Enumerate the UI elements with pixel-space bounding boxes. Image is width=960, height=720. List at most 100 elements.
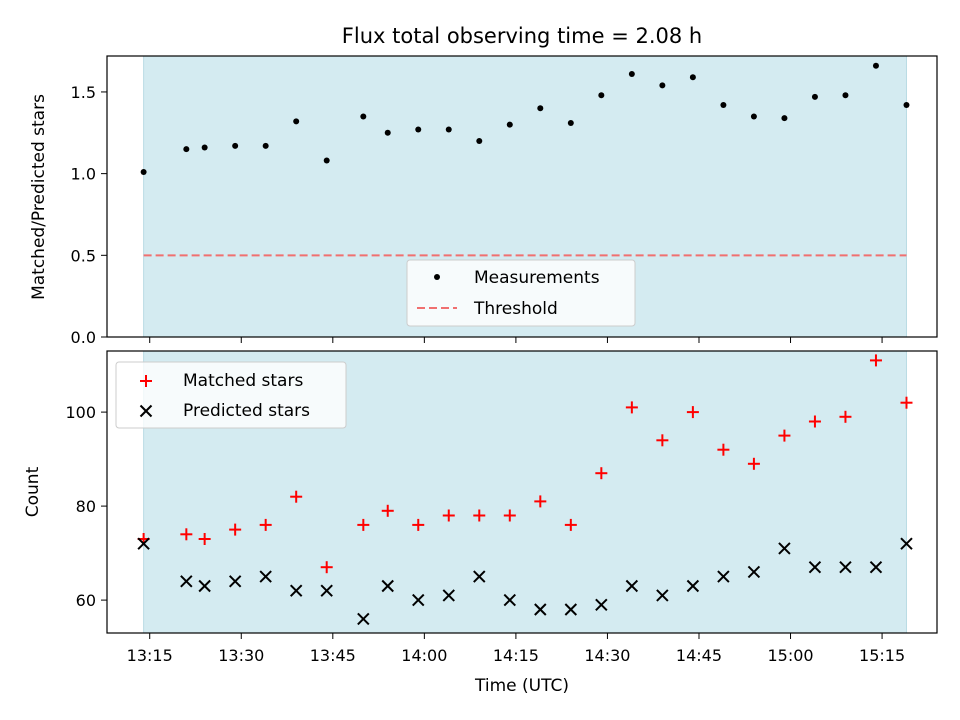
matched-star-point xyxy=(595,467,608,480)
cross-b xyxy=(381,579,394,593)
top-plot-frame xyxy=(106,55,938,338)
measurement-point xyxy=(567,119,574,126)
matched-star-point xyxy=(503,509,516,522)
predicted-star-point xyxy=(778,542,791,555)
bottom-y-axis-label: Count xyxy=(23,466,43,517)
predicted-star-point xyxy=(137,537,150,550)
legend-measurements-label: Measurements xyxy=(474,268,600,288)
matched-star-point xyxy=(656,434,669,447)
cross-b xyxy=(357,612,370,626)
x-tick-label: 13:15 xyxy=(127,646,173,665)
measurement-point xyxy=(183,146,190,153)
measurement-point xyxy=(903,102,910,109)
measurement-point xyxy=(659,82,666,89)
cross-b xyxy=(412,593,425,607)
measurement-point xyxy=(262,142,269,149)
predicted-star-point xyxy=(412,593,425,607)
matched-star-point xyxy=(625,401,638,414)
matched-star-point xyxy=(747,457,760,470)
cross-b xyxy=(289,584,303,597)
legend-measurements-marker xyxy=(434,274,440,280)
matched-star-point xyxy=(808,415,821,428)
predicted-star-point xyxy=(717,570,730,583)
cross-b xyxy=(139,404,153,418)
matched-star-point xyxy=(473,509,486,522)
measurement-point xyxy=(781,115,788,122)
matched-star-point xyxy=(180,528,193,541)
cross-b xyxy=(473,570,486,583)
top-y-tick-label: 0.5 xyxy=(71,246,96,265)
matched-star-point xyxy=(717,443,730,456)
matched-star-point xyxy=(686,406,699,419)
matched-star-point xyxy=(381,504,394,517)
x-tick-label: 13:45 xyxy=(310,646,356,665)
top-legend-box xyxy=(406,259,636,327)
matched-star-point xyxy=(442,509,455,522)
measurement-point xyxy=(750,113,757,120)
bottom-plot-frame xyxy=(106,350,938,634)
cross-b xyxy=(717,570,730,583)
bottom-y-tick-label: 80 xyxy=(76,497,96,516)
matched-star-point xyxy=(412,518,425,531)
predicted-star-point xyxy=(839,560,852,574)
legend-matched-label: Matched stars xyxy=(183,371,303,391)
predicted-star-point xyxy=(534,603,547,616)
measurement-point xyxy=(720,102,727,109)
cross-b xyxy=(839,560,852,574)
cross-b xyxy=(747,565,761,579)
cross-b xyxy=(259,570,272,583)
measurement-point xyxy=(476,137,483,144)
measurement-point xyxy=(628,70,635,77)
measurement-point xyxy=(872,62,879,69)
matched-star-point xyxy=(534,495,547,508)
predicted-star-point xyxy=(686,579,700,593)
measurement-point xyxy=(323,157,330,164)
bottom-panel: 60 80 100 13:15 13:30 13:45 14:00 14:15 14:30 14:… xyxy=(65,350,938,665)
predicted-star-point xyxy=(473,570,486,583)
bottom-legend-box xyxy=(115,361,347,429)
predicted-star-point xyxy=(289,584,303,597)
top-y-tick-label: 1.0 xyxy=(71,165,96,184)
measurement-point xyxy=(537,105,544,112)
matched-star-point xyxy=(869,354,882,367)
cross-b xyxy=(869,560,883,574)
cross-b xyxy=(564,603,578,616)
top-y-tick-label: 1.5 xyxy=(71,83,96,102)
measurement-point xyxy=(445,126,452,133)
x-tick-label: 15:00 xyxy=(767,646,813,665)
predicted-star-point xyxy=(198,579,211,593)
predicted-star-point xyxy=(357,612,370,626)
cross-b xyxy=(808,560,822,574)
matched-star-point xyxy=(900,396,913,409)
matched-star-point xyxy=(564,518,577,531)
predicted-star-point xyxy=(259,570,272,583)
top-y-tick-label: 0.0 xyxy=(71,328,96,347)
predicted-star-point xyxy=(180,575,193,588)
matched-star-point xyxy=(290,490,303,503)
bottom-legend: Matched stars Predicted stars xyxy=(115,361,347,429)
x-axis-label: Time (UTC) xyxy=(474,676,569,696)
cross-b xyxy=(595,598,608,612)
predicted-star-point xyxy=(442,589,455,602)
cross-b xyxy=(503,593,517,607)
matched-star-point xyxy=(229,523,242,536)
legend-predicted-marker xyxy=(139,404,153,418)
legend-threshold-label: Threshold xyxy=(473,299,558,319)
cross-b xyxy=(320,584,333,597)
x-tick-label: 14:45 xyxy=(676,646,722,665)
predicted-star-point xyxy=(747,565,761,579)
x-tick-label: 14:30 xyxy=(584,646,630,665)
top-panel: 0.0 0.5 1.0 1.5 Measurements Threshold xyxy=(71,55,938,347)
predicted-star-point xyxy=(595,598,608,612)
cross-b xyxy=(656,589,669,602)
legend-predicted-label: Predicted stars xyxy=(183,401,310,421)
cross-b xyxy=(778,542,791,555)
predicted-star-point xyxy=(869,560,883,574)
legend-matched-marker xyxy=(140,375,152,387)
measurement-point xyxy=(384,129,391,136)
cross-b xyxy=(442,589,455,602)
predicted-star-point xyxy=(228,575,242,588)
measurement-point xyxy=(506,121,513,128)
cross-b xyxy=(625,579,639,593)
